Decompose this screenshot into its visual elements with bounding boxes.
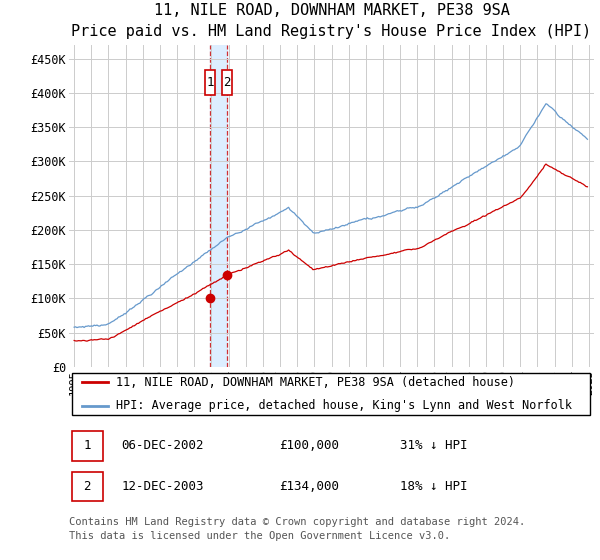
Text: 18% ↓ HPI: 18% ↓ HPI xyxy=(400,480,467,493)
Text: 1: 1 xyxy=(206,76,214,89)
Text: HPI: Average price, detached house, King's Lynn and West Norfolk: HPI: Average price, detached house, King… xyxy=(116,399,572,412)
FancyBboxPatch shape xyxy=(71,431,103,461)
Text: Contains HM Land Registry data © Crown copyright and database right 2024.
This d: Contains HM Land Registry data © Crown c… xyxy=(69,517,525,542)
Text: 1: 1 xyxy=(83,440,91,452)
Bar xyxy=(222,70,232,95)
FancyBboxPatch shape xyxy=(71,472,103,501)
Text: 2: 2 xyxy=(83,480,91,493)
Text: 06-DEC-2002: 06-DEC-2002 xyxy=(121,440,204,452)
Text: £134,000: £134,000 xyxy=(279,480,339,493)
Title: 11, NILE ROAD, DOWNHAM MARKET, PE38 9SA
Price paid vs. HM Land Registry's House : 11, NILE ROAD, DOWNHAM MARKET, PE38 9SA … xyxy=(71,3,592,39)
Text: £100,000: £100,000 xyxy=(279,440,339,452)
FancyBboxPatch shape xyxy=(71,373,590,416)
Text: 2: 2 xyxy=(223,76,231,89)
Text: 31% ↓ HPI: 31% ↓ HPI xyxy=(400,440,467,452)
Bar xyxy=(205,70,215,95)
Bar xyxy=(210,45,227,367)
Text: 12-DEC-2003: 12-DEC-2003 xyxy=(121,480,204,493)
Text: 11, NILE ROAD, DOWNHAM MARKET, PE38 9SA (detached house): 11, NILE ROAD, DOWNHAM MARKET, PE38 9SA … xyxy=(116,376,515,389)
